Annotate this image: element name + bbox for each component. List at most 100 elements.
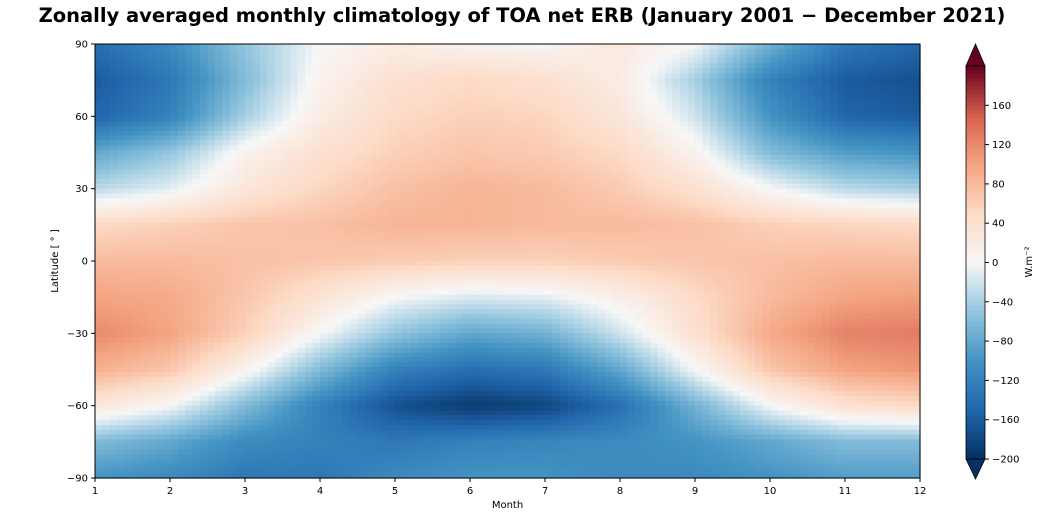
heatmap-cell <box>357 246 366 252</box>
heatmap-cell <box>200 159 209 166</box>
heatmap-cell <box>897 154 906 161</box>
heatmap-cell <box>380 101 389 108</box>
heatmap-cell <box>455 193 464 199</box>
heatmap-cell <box>665 111 674 117</box>
heatmap-cell <box>620 222 629 228</box>
heatmap-cell <box>620 188 629 195</box>
heatmap-cell <box>357 179 366 185</box>
heatmap-cell <box>462 87 471 93</box>
heatmap-cell <box>462 241 471 248</box>
heatmap-cell <box>897 169 906 175</box>
heatmap-cell <box>230 174 239 180</box>
heatmap-cell <box>605 97 614 103</box>
heatmap-cell <box>260 82 269 88</box>
heatmap-cell <box>777 241 786 248</box>
heatmap-cell <box>447 87 456 93</box>
heatmap-cell <box>425 125 434 132</box>
heatmap-cell <box>417 53 426 60</box>
heatmap-cell <box>155 58 164 64</box>
heatmap-cell <box>365 174 374 180</box>
heatmap-cell <box>702 198 711 204</box>
heatmap-cell <box>515 106 524 113</box>
heatmap-cell <box>717 130 726 137</box>
heatmap-cell <box>695 140 704 146</box>
heatmap-cell <box>312 261 321 267</box>
heatmap-cell <box>342 97 351 103</box>
heatmap-cell <box>320 135 329 142</box>
heatmap-cell <box>342 82 351 88</box>
heatmap-cell <box>537 179 546 185</box>
heatmap-cell <box>222 217 231 224</box>
heatmap-cell <box>897 125 906 132</box>
heatmap-cell <box>635 174 644 180</box>
heatmap-cell <box>695 130 704 137</box>
heatmap-cell <box>462 159 471 166</box>
heatmap-cell <box>492 188 501 195</box>
heatmap-cell <box>537 53 546 60</box>
heatmap-cell <box>815 217 824 224</box>
heatmap-cell <box>792 241 801 248</box>
heatmap-cell <box>530 116 539 122</box>
heatmap-cell <box>830 116 839 122</box>
heatmap-cell <box>905 241 914 248</box>
heatmap-cell <box>650 48 659 55</box>
heatmap-cell <box>530 188 539 195</box>
heatmap-cell <box>732 77 741 84</box>
heatmap-cell <box>642 87 651 93</box>
heatmap-cell <box>830 188 839 195</box>
heatmap-cell <box>140 198 149 204</box>
heatmap-cell <box>387 97 396 103</box>
heatmap-cell <box>515 92 524 98</box>
heatmap-cell <box>800 246 809 252</box>
heatmap-cell <box>635 212 644 219</box>
heatmap-cell <box>95 261 104 267</box>
heatmap-cell <box>567 63 576 69</box>
heatmap-cell <box>267 222 276 228</box>
heatmap-cell <box>695 125 704 132</box>
heatmap-cell <box>395 121 404 127</box>
heatmap-cell <box>597 130 606 137</box>
heatmap-cell <box>155 48 164 55</box>
heatmap-cell <box>140 193 149 199</box>
heatmap-cell <box>282 207 291 214</box>
heatmap-cell <box>132 183 141 190</box>
heatmap-cell <box>95 82 104 88</box>
heatmap-cell <box>192 193 201 199</box>
heatmap-cell <box>132 48 141 55</box>
heatmap-cell <box>800 236 809 243</box>
heatmap-cell <box>110 53 119 60</box>
heatmap-cell <box>432 87 441 93</box>
heatmap-cell <box>245 227 254 233</box>
heatmap-cell <box>800 256 809 262</box>
heatmap-cell <box>192 154 201 161</box>
heatmap-cell <box>110 58 119 64</box>
heatmap-cell <box>785 198 794 204</box>
heatmap-cell <box>507 164 516 170</box>
heatmap-cell <box>282 217 291 224</box>
heatmap-cell <box>267 53 276 60</box>
heatmap-cell <box>605 116 614 122</box>
heatmap-cell <box>590 236 599 243</box>
heatmap-cell <box>365 236 374 243</box>
heatmap-cell <box>590 106 599 113</box>
heatmap-cell <box>102 203 111 209</box>
heatmap-cell <box>425 169 434 175</box>
heatmap-cell <box>905 198 914 204</box>
heatmap-cell <box>635 159 644 166</box>
heatmap-cell <box>455 198 464 204</box>
heatmap-cell <box>245 116 254 122</box>
heatmap-cell <box>372 63 381 69</box>
heatmap-cell <box>657 125 666 132</box>
heatmap-cell <box>125 106 134 113</box>
heatmap-cell <box>267 183 276 190</box>
heatmap-cell <box>170 179 179 185</box>
heatmap-cell <box>687 53 696 60</box>
heatmap-cell <box>365 164 374 170</box>
heatmap-cell <box>522 212 531 219</box>
heatmap-cell <box>762 203 771 209</box>
heatmap-cell <box>777 140 786 146</box>
heatmap-cell <box>372 53 381 60</box>
heatmap-cell <box>672 179 681 185</box>
heatmap-cell <box>582 193 591 199</box>
heatmap-cell <box>740 58 749 64</box>
